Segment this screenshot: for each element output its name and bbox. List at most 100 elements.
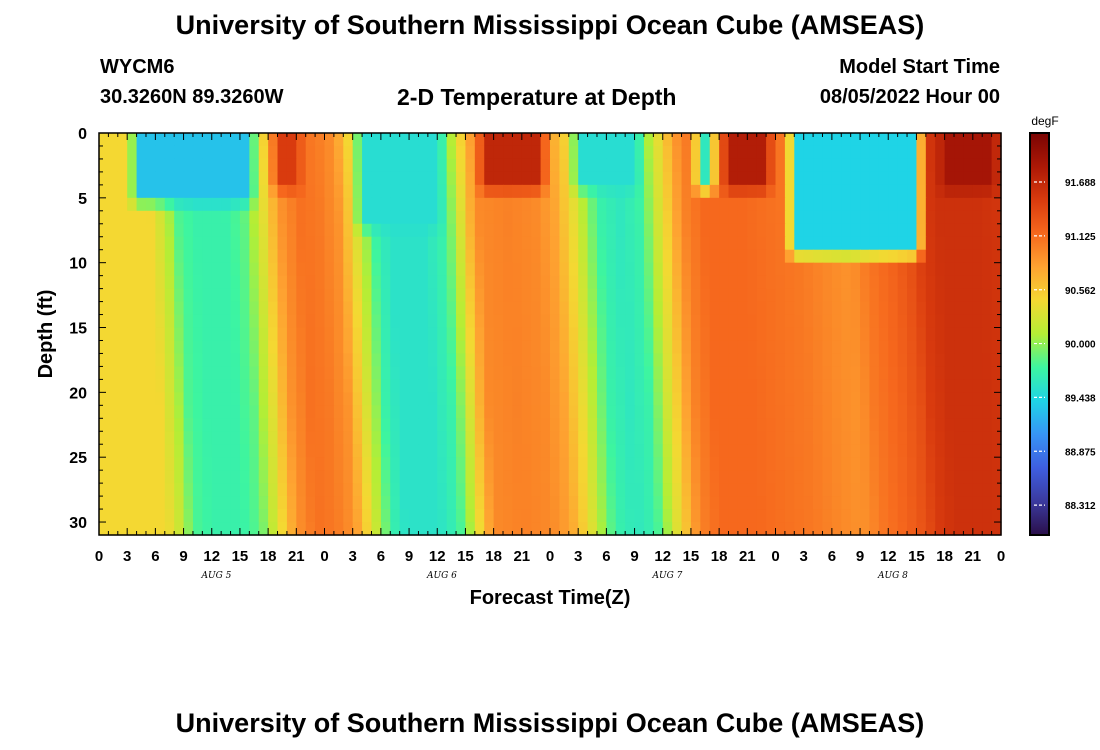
heatmap-cell xyxy=(211,301,222,316)
y-tick-label: 30 xyxy=(69,515,87,532)
heatmap-cell xyxy=(897,210,908,225)
heatmap-cell xyxy=(484,457,495,471)
heatmap-cell xyxy=(794,431,805,445)
heatmap-cell xyxy=(136,288,147,303)
heatmap-cell xyxy=(493,133,504,147)
heatmap-cell xyxy=(296,509,307,523)
heatmap-cell xyxy=(756,353,767,368)
heatmap-cell xyxy=(521,197,532,212)
x-tick-label: 12 xyxy=(429,548,446,565)
heatmap-cell xyxy=(831,223,842,238)
heatmap-cell xyxy=(625,392,636,406)
heatmap-cell xyxy=(841,184,852,199)
model-start-value: 08/05/2022 Hour 00 xyxy=(819,86,1000,108)
heatmap-cell xyxy=(728,314,739,329)
heatmap-cell xyxy=(550,223,560,238)
heatmap-cell xyxy=(803,184,814,199)
heatmap-cell xyxy=(653,366,664,380)
heatmap-cell xyxy=(596,133,607,147)
heatmap-cell xyxy=(888,418,899,432)
heatmap-cell xyxy=(456,353,467,368)
heatmap-cell xyxy=(869,366,880,380)
heatmap-cell xyxy=(625,184,636,199)
heatmap-cell xyxy=(456,522,467,536)
heatmap-cell xyxy=(540,470,551,484)
heatmap-cell xyxy=(625,457,636,471)
heatmap-cell xyxy=(888,496,899,510)
heatmap-cell xyxy=(315,392,326,406)
heatmap-cell xyxy=(878,314,889,329)
heatmap-cell xyxy=(117,288,128,303)
heatmap-cell xyxy=(954,262,965,277)
heatmap-cell xyxy=(728,133,739,147)
heatmap-cell xyxy=(662,340,673,355)
heatmap-cell xyxy=(305,171,316,186)
heatmap-cell xyxy=(258,314,269,329)
heatmap-cell xyxy=(108,418,119,432)
day-label: AUG 7 xyxy=(652,571,683,581)
heatmap-cell xyxy=(784,509,795,523)
heatmap-cell xyxy=(916,444,927,458)
heatmap-cell xyxy=(192,444,203,458)
heatmap-cell xyxy=(954,522,965,536)
heatmap-cell xyxy=(897,145,908,160)
heatmap-cell xyxy=(305,133,316,147)
heatmap-cell xyxy=(315,327,326,342)
heatmap-cell xyxy=(305,522,316,536)
heatmap-cell xyxy=(690,184,701,199)
heatmap-cell xyxy=(380,327,391,342)
heatmap-cell xyxy=(296,223,307,238)
heatmap-cell xyxy=(935,145,946,160)
heatmap-cell xyxy=(399,171,410,186)
heatmap-cell xyxy=(822,314,833,329)
heatmap-cell xyxy=(108,509,119,523)
heatmap-cell xyxy=(418,327,429,342)
heatmap-cell xyxy=(465,379,476,393)
heatmap-cell xyxy=(474,236,485,251)
heatmap-cell xyxy=(747,145,758,160)
heatmap-cell xyxy=(972,418,983,432)
heatmap-cell xyxy=(296,340,307,355)
heatmap-cell xyxy=(343,288,354,303)
heatmap-cell xyxy=(728,444,739,458)
heatmap-cell xyxy=(390,184,401,199)
heatmap-cell xyxy=(277,496,288,510)
heatmap-cell xyxy=(521,340,532,355)
heatmap-cell xyxy=(258,133,269,147)
heatmap-cell xyxy=(672,522,683,536)
heatmap-cell xyxy=(540,145,551,160)
heatmap-cell xyxy=(183,327,194,342)
heatmap-cell xyxy=(737,249,748,264)
heatmap-cell xyxy=(803,418,814,432)
heatmap-cell xyxy=(784,405,795,419)
heatmap-cell xyxy=(963,275,974,290)
heatmap-cell xyxy=(211,444,222,458)
heatmap-cell xyxy=(784,314,795,329)
heatmap-cell xyxy=(380,171,391,186)
heatmap-cell xyxy=(775,444,786,458)
heatmap-cell xyxy=(268,392,279,406)
station-id: WYCM6 xyxy=(100,56,175,78)
heatmap-cell xyxy=(268,184,279,199)
heatmap-cell xyxy=(409,184,420,199)
heatmap-cell xyxy=(99,314,109,329)
heatmap-cell xyxy=(183,210,194,225)
heatmap-cell xyxy=(390,301,401,316)
heatmap-cell xyxy=(794,288,805,303)
heatmap-cell xyxy=(822,340,833,355)
heatmap-cell xyxy=(493,236,504,251)
heatmap-cell xyxy=(380,275,391,290)
heatmap-cell xyxy=(700,301,711,316)
heatmap-cell xyxy=(606,301,617,316)
heatmap-cell xyxy=(869,444,880,458)
heatmap-cell xyxy=(916,509,927,523)
heatmap-cell xyxy=(878,249,889,264)
heatmap-cell xyxy=(446,275,457,290)
heatmap-cell xyxy=(737,327,748,342)
heatmap-cell xyxy=(305,184,316,199)
heatmap-cell xyxy=(578,444,589,458)
heatmap-cell xyxy=(145,249,156,264)
x-tick-label: 18 xyxy=(485,548,502,565)
heatmap-cell xyxy=(991,133,1002,147)
heatmap-cell xyxy=(944,431,955,445)
